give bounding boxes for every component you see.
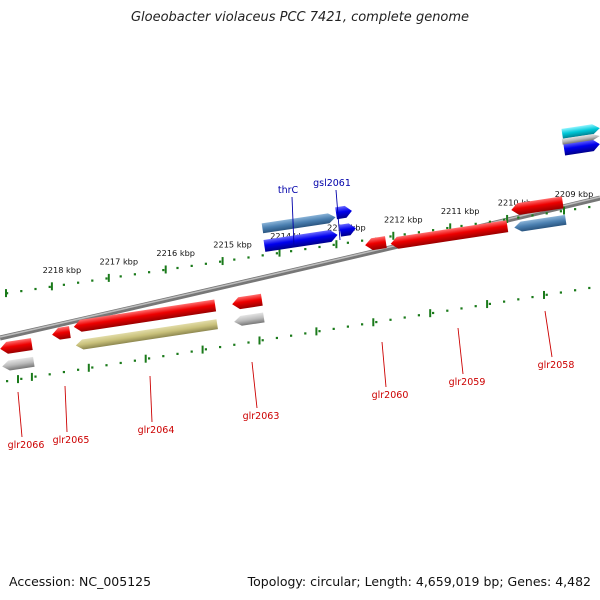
gene-thrC [261,213,336,234]
genome-backbone-highlight [0,196,600,338]
callout-leader-glr2065 [64,385,68,433]
scale-tick-label: 2210 kbp [498,197,537,207]
gene-glr2066 [0,338,33,354]
scale-tick-label: 2209 kbp [555,189,594,199]
gene-glr2066-b [2,356,35,371]
gene-label-glr2058[interactable]: glr2058 [538,360,575,371]
gene-glr2064-pseudo [75,319,218,350]
gene-glr2064 [73,299,217,332]
callout-leader-glr2058 [544,310,553,358]
gene-gsl2061 [335,205,352,220]
gene-glr2058-rna [514,214,567,232]
scale-tick-label: 2212 kbp [384,214,423,224]
scale-tick-label: 2211 kbp [441,206,480,216]
genome-backbone [0,195,600,341]
gene-label-glr2063[interactable]: glr2063 [243,411,280,422]
gene-glr2063 [232,293,263,310]
callout-leader-glr2064 [149,375,153,423]
gene-label-glr2059[interactable]: glr2059 [449,377,486,388]
gene-label-gsl2061[interactable]: gsl2061 [313,178,351,189]
genome-summary-text: Topology: circular; Length: 4,659,019 bp… [247,574,591,589]
gene-gsl2061-b [339,223,356,237]
gene-edge-gene [561,124,600,139]
gene-callouts: thrC gsl2061 glr2058 glr2059 glr2060 glr2063 g… [8,178,575,451]
callout-leader-glr2060 [381,341,387,388]
lower-scale-ruler [6,286,591,384]
gene-label-thrC[interactable]: thrC [278,185,299,196]
gene-label-glr2065[interactable]: glr2065 [53,435,90,446]
gene-label-glr2060[interactable]: glr2060 [372,390,409,401]
gene-label-glr2066[interactable]: glr2066 [8,440,45,451]
scale-tick-label: 2215 kbp [213,240,252,250]
gene-edge-grey [561,134,600,145]
gene-features [0,124,600,371]
scale-tick-label: 2218 kbp [43,265,82,275]
callout-leader-glr2066 [17,391,23,438]
scale-tick-label: 2217 kbp [100,256,139,266]
gene-thrC-cds [263,230,338,252]
callout-leader-gsl2061 [335,189,341,241]
map-title: Gloeobacter violaceus PCC 7421, complete… [130,10,470,25]
scale-tick-label: 2216 kbp [156,248,195,258]
gene-glr2058 [511,196,564,215]
accession-text: Accession: NC_005125 [9,574,152,589]
callout-leader-glr2063 [251,361,258,409]
callout-leader-glr2059 [457,327,464,375]
gene-glr2059 [390,220,509,249]
gene-glr2065 [52,326,71,340]
gene-edge-blue [563,139,600,156]
callout-leader-thrC [291,196,295,247]
gene-glr2063-b [234,312,265,326]
gene-label-glr2064[interactable]: glr2064 [138,425,175,436]
gene-glr2060 [365,236,387,251]
